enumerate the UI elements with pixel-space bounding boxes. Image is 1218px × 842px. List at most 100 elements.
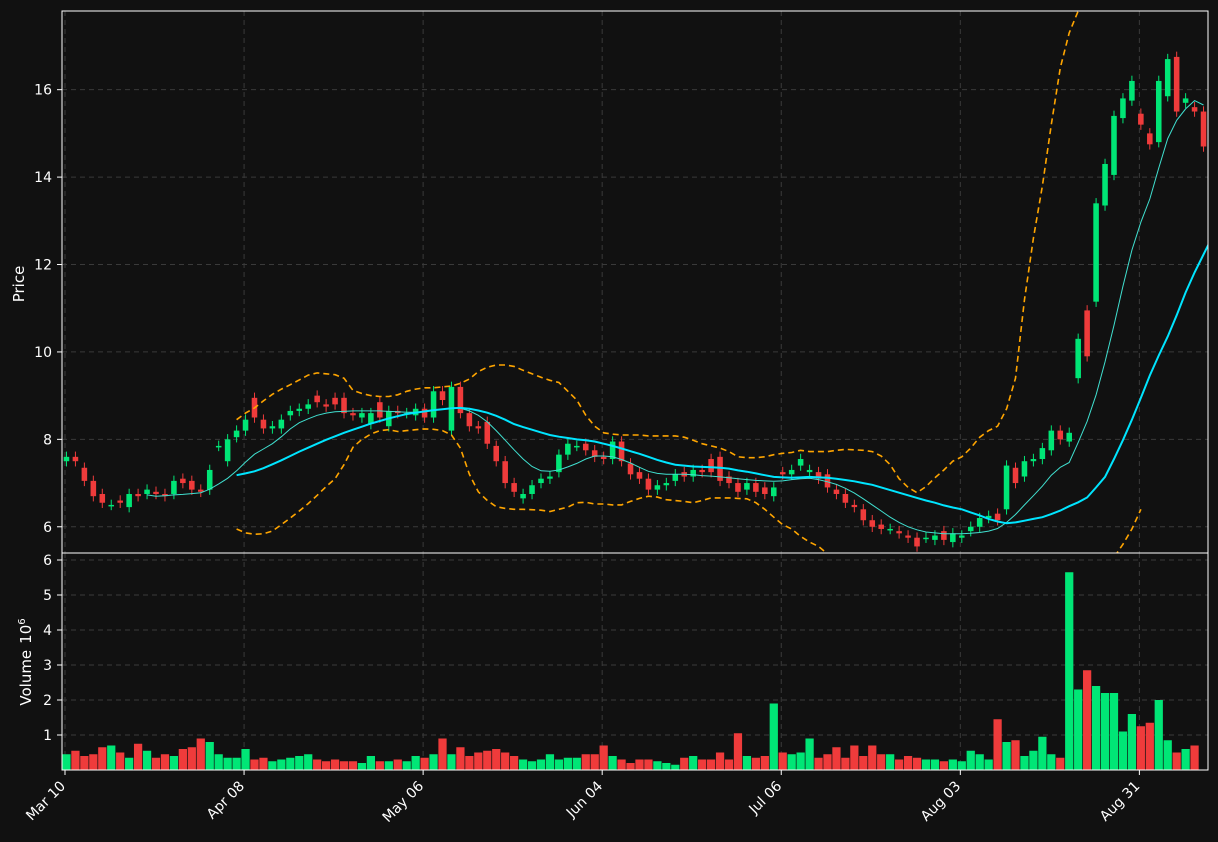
volume-bar xyxy=(680,757,689,770)
candle-body xyxy=(1155,80,1162,143)
volume-bar xyxy=(993,719,1002,770)
candle-body xyxy=(636,472,643,479)
volume-bar xyxy=(241,749,250,770)
volume-bar xyxy=(98,747,107,770)
volume-bar xyxy=(196,738,205,770)
volume-bar xyxy=(456,747,465,770)
candle-body xyxy=(1084,310,1090,357)
candle-body xyxy=(108,504,115,507)
candle-body xyxy=(735,483,741,492)
candle-body xyxy=(278,419,285,429)
candle-body xyxy=(708,459,714,473)
candle-body xyxy=(197,489,204,492)
volume-bar xyxy=(178,749,187,770)
price-panel xyxy=(63,11,1208,553)
volume-bar xyxy=(402,761,411,770)
upper-band-line xyxy=(236,11,1079,494)
volume-bar xyxy=(330,759,340,770)
volume-bar xyxy=(160,754,170,770)
volume-bar xyxy=(107,745,116,770)
volume-bar xyxy=(751,757,760,770)
volume-bar xyxy=(653,761,662,770)
volume-bar xyxy=(599,745,608,770)
price-y-axis: 6 8 10 12 14 16 xyxy=(34,83,62,536)
candle-body xyxy=(1048,430,1055,451)
candle-body xyxy=(242,419,249,431)
volume-axis-label: Volume 106 xyxy=(17,618,35,705)
candle-body xyxy=(332,397,338,405)
candle-body xyxy=(1200,111,1207,147)
volume-y-tick-label: 2 xyxy=(43,693,52,709)
volume-bar xyxy=(62,754,71,770)
volume-bar xyxy=(375,761,384,770)
volume-bar xyxy=(483,750,492,770)
candle-body xyxy=(430,391,437,418)
candle-body xyxy=(63,456,70,462)
volume-bar xyxy=(1109,693,1119,770)
volume-bar xyxy=(921,759,931,770)
volume-bar xyxy=(250,759,259,770)
candle-body xyxy=(609,441,616,460)
candle-body xyxy=(484,421,491,444)
volume-bar xyxy=(71,750,80,770)
volume-bar xyxy=(823,754,832,770)
candle-body xyxy=(296,408,303,411)
candle-body xyxy=(323,404,329,407)
candle-body xyxy=(215,445,222,448)
volume-bar xyxy=(384,761,393,770)
volume-bar xyxy=(80,756,89,770)
volume-y-tick-label: 1 xyxy=(43,728,52,744)
candle-body xyxy=(815,472,822,479)
candle-body xyxy=(582,443,589,451)
volume-axis-label-base: 10 xyxy=(17,625,35,644)
candle-body xyxy=(153,491,159,494)
volume-bar xyxy=(554,759,564,770)
candle-body xyxy=(878,524,884,529)
candle-body xyxy=(717,456,723,481)
candle-body xyxy=(663,483,670,486)
price-y-tick-label: 10 xyxy=(34,345,52,361)
candle-body xyxy=(851,504,858,508)
volume-bar xyxy=(259,757,268,770)
candle-body xyxy=(690,469,696,477)
volume-bar xyxy=(313,759,322,770)
candle-body xyxy=(511,483,517,492)
volume-bar xyxy=(572,757,581,770)
volume-bar xyxy=(581,754,590,770)
volume-bar xyxy=(948,759,957,770)
volume-bar xyxy=(1100,693,1110,770)
volume-bar xyxy=(939,761,949,770)
volume-bar xyxy=(420,757,429,770)
volume-bar xyxy=(715,752,725,770)
candle-body xyxy=(439,391,446,401)
candle-body xyxy=(1003,465,1010,510)
volume-bar xyxy=(769,703,778,770)
volume-bar xyxy=(223,757,232,770)
volume-bar xyxy=(733,733,743,770)
volume-y-tick-label: 3 xyxy=(43,658,52,674)
candle-body xyxy=(556,454,562,473)
volume-bar xyxy=(1002,742,1011,770)
candle-body xyxy=(1093,203,1099,302)
candle-body xyxy=(672,474,679,481)
candle-body xyxy=(233,430,240,438)
volume-bar xyxy=(527,761,537,770)
volume-bar xyxy=(859,756,868,770)
volume-bar xyxy=(563,757,572,770)
price-y-tick-label: 8 xyxy=(43,432,52,448)
candle-body xyxy=(932,535,938,540)
volume-bar xyxy=(689,756,698,770)
volume-bar xyxy=(796,752,805,770)
volume-y-tick-label: 6 xyxy=(43,553,52,569)
volume-bar xyxy=(545,754,555,770)
candle-body xyxy=(941,531,947,540)
volume-y-tick-label: 5 xyxy=(43,588,52,604)
volume-bar xyxy=(662,763,671,770)
candle-body xyxy=(81,467,88,481)
volume-bar xyxy=(348,761,358,770)
candle-body xyxy=(1057,430,1064,440)
volume-bar xyxy=(492,749,501,770)
volume-bar xyxy=(518,759,528,770)
volume-axis-label-text: Volume xyxy=(17,650,35,706)
volume-bar xyxy=(975,754,984,770)
